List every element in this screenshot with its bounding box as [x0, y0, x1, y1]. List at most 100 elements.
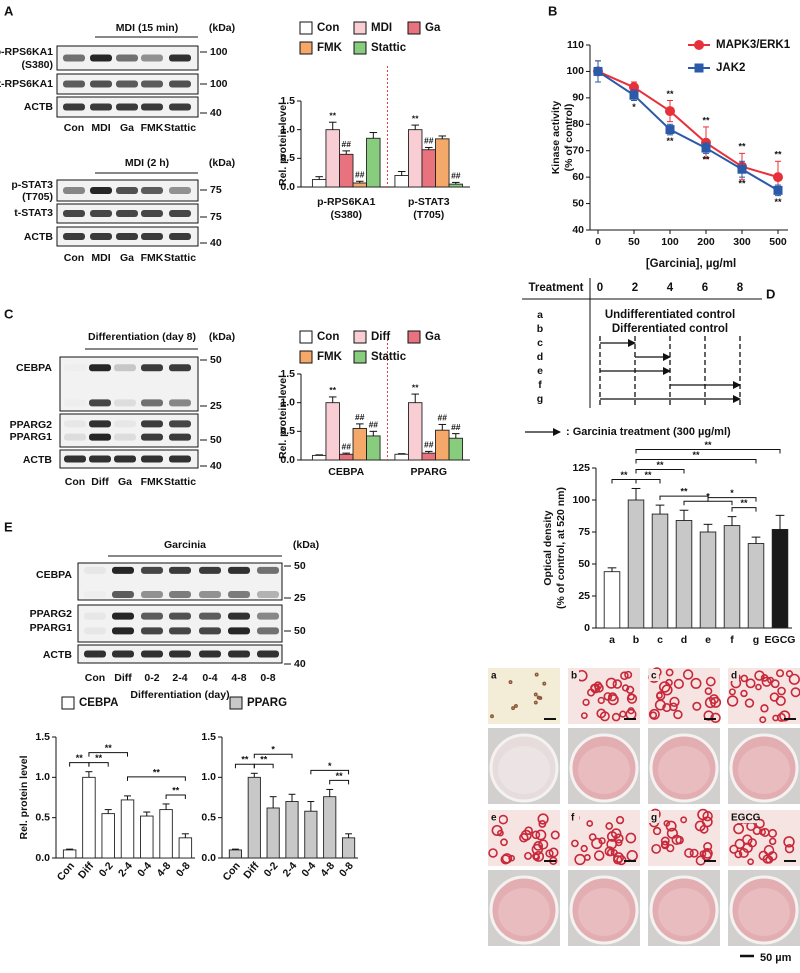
bracket-label: ** — [241, 755, 249, 765]
mw-marker: 100 — [210, 46, 228, 58]
lipid-droplet — [692, 701, 702, 711]
blot-band — [63, 103, 85, 111]
lipid-droplet — [620, 671, 629, 681]
y-tick-label: 25 — [578, 590, 590, 602]
x-tick-label: g — [753, 634, 759, 646]
legend-marker — [694, 40, 704, 50]
significance-mark: ** — [738, 142, 746, 152]
y-tick-label: 40 — [572, 224, 584, 236]
protein-label: PPARG2 — [30, 608, 73, 620]
bracket-label: * — [271, 745, 275, 755]
blot-band — [64, 420, 86, 428]
blot-band — [112, 612, 134, 620]
x-tick-label: Diff — [76, 860, 97, 881]
group-description: Undifferentiated control — [605, 309, 735, 321]
dish-well-inner — [498, 888, 550, 936]
blot-band — [228, 627, 250, 635]
y-tick-label: 80 — [572, 118, 584, 130]
significance-bracket — [234, 763, 255, 769]
lipid-droplet — [742, 834, 753, 845]
x-tick-label: 100 — [661, 236, 679, 248]
protein-label: ACTB — [23, 454, 53, 466]
lipid-droplet — [488, 848, 498, 858]
blot-band — [199, 590, 221, 598]
legend-label: Stattic — [371, 351, 407, 363]
blot-band — [89, 364, 111, 372]
lane-label: Con — [64, 122, 84, 134]
mw-marker: 25 — [210, 400, 222, 412]
protein-label: t-STAT3 — [14, 207, 53, 219]
legend-label: JAK2 — [716, 62, 745, 74]
lipid-droplet — [703, 842, 713, 852]
bracket-label: * — [706, 492, 710, 502]
blot-band — [90, 54, 112, 62]
bar — [323, 796, 337, 859]
bar — [408, 402, 423, 461]
lipid-droplet — [596, 708, 607, 719]
legend-swatch — [407, 330, 421, 344]
bracket-label: * — [328, 761, 332, 771]
lipid-droplet — [755, 683, 762, 691]
significance-mark: ## — [355, 412, 365, 422]
micrograph — [648, 810, 720, 866]
data-point — [737, 164, 747, 174]
lane-label: Con — [64, 252, 84, 264]
lane-label: FMK — [141, 252, 164, 264]
x-tick-label: a — [609, 634, 615, 646]
bar — [266, 807, 280, 859]
group-label: d — [537, 351, 543, 363]
image-label: f — [571, 813, 575, 824]
blot-band — [114, 420, 136, 428]
lipid-droplet — [580, 712, 588, 720]
schema-legend: : Garcinia treatment (300 µg/ml) — [566, 426, 731, 438]
lipid-droplet — [535, 829, 547, 841]
lipid-droplet — [603, 692, 613, 701]
lipid-droplet — [615, 816, 625, 825]
bar — [247, 776, 261, 859]
blot-band — [141, 455, 163, 463]
mw-marker: 25 — [294, 592, 306, 604]
lipid-droplet — [606, 831, 618, 842]
blot-band — [63, 54, 85, 62]
kda-label: (kDa) — [209, 22, 235, 34]
bar — [448, 437, 464, 461]
significance-bracket — [635, 458, 757, 464]
blot-title: MDI (15 min) — [116, 22, 178, 34]
lipid-droplet — [524, 851, 533, 860]
lane-label: Diff — [114, 672, 132, 684]
group-label: b — [537, 323, 543, 335]
group-label: c — [537, 337, 543, 349]
lipid-droplet — [733, 823, 745, 835]
y-tick-label: 0.5 — [280, 425, 295, 437]
micrograph — [488, 668, 560, 724]
significance-bracket — [165, 794, 186, 799]
legend-label: Ga — [425, 331, 441, 343]
kda-label: (kDa) — [209, 331, 235, 343]
blot-band — [169, 433, 191, 441]
blot-band — [90, 233, 112, 240]
significance-mark: ** — [666, 136, 674, 146]
lipid-droplet — [728, 688, 736, 696]
blot-band — [169, 566, 191, 574]
bracket-label: * — [730, 488, 734, 498]
scale-bar-label: 50 µm — [760, 952, 792, 964]
bar — [82, 776, 96, 859]
bracket-label: ** — [336, 771, 344, 781]
label-bg — [569, 811, 579, 823]
blot-band — [84, 612, 106, 620]
significance-bracket — [88, 752, 128, 757]
bar — [311, 179, 327, 188]
x-tick-label: Con — [55, 860, 77, 883]
data-point — [773, 185, 783, 195]
lipid-droplet — [669, 696, 680, 707]
lipid-droplet — [498, 814, 509, 825]
significance-mark: ## — [342, 139, 352, 149]
blot-band — [64, 399, 86, 407]
legend-swatch — [299, 350, 313, 364]
lipid-droplet — [768, 837, 777, 846]
label-bg — [649, 811, 659, 823]
lipid-droplet — [608, 692, 618, 702]
mw-marker: 40 — [210, 460, 222, 472]
blot-band — [116, 210, 138, 217]
